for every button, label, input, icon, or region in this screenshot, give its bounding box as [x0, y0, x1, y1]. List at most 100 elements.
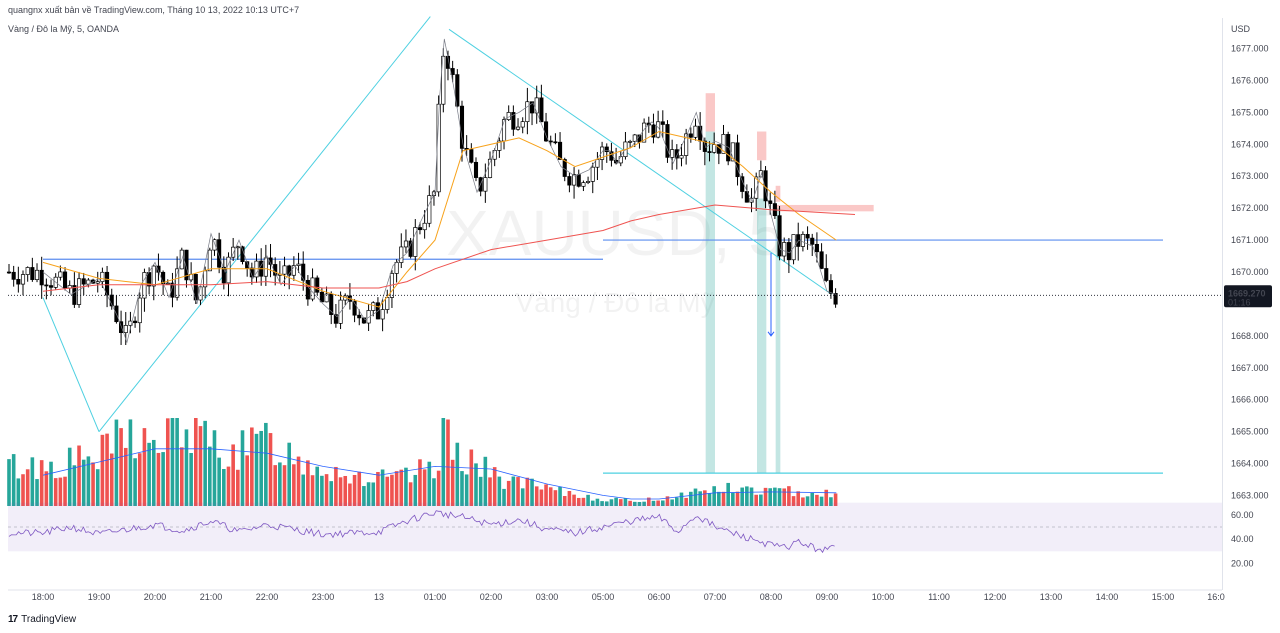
volume-bar — [600, 501, 604, 506]
candle-body — [184, 249, 189, 281]
candle-body — [128, 320, 133, 326]
candle-body — [16, 279, 21, 285]
volume-bar — [441, 418, 446, 506]
volume-bar — [572, 494, 576, 506]
time-tick-label: 13 — [374, 592, 384, 602]
volume-bar — [259, 430, 263, 506]
candle-body — [156, 265, 161, 273]
volume-bar — [801, 497, 805, 506]
candle-body — [679, 155, 684, 159]
volume-bar — [511, 476, 516, 506]
volume-bar — [455, 442, 460, 506]
candle-body — [628, 140, 633, 143]
volume-bar — [254, 433, 259, 506]
volume-bar — [488, 477, 492, 506]
price-tick-label: 1677.000 — [1231, 44, 1269, 54]
volume-bar — [25, 469, 30, 506]
volume-bar — [245, 455, 249, 506]
volume-bar — [637, 501, 642, 506]
last-price-label-bg — [1224, 285, 1272, 308]
volume-bar — [632, 501, 637, 506]
candle-body — [455, 74, 460, 107]
volume-bar — [581, 497, 586, 506]
volume-bar — [460, 471, 464, 506]
candle-body — [511, 112, 516, 130]
candle-body — [586, 181, 591, 183]
volume-bar — [464, 474, 469, 506]
candle-body — [758, 170, 763, 178]
candle-body — [754, 176, 759, 199]
candle-body — [805, 234, 810, 239]
candle-body — [824, 268, 829, 281]
volume-bar — [137, 453, 142, 506]
candle-body — [324, 293, 329, 303]
volume-bar — [394, 471, 399, 506]
candle-body — [105, 271, 110, 296]
volume-bar — [208, 446, 212, 506]
volume-bar — [58, 477, 63, 506]
volume-bar — [315, 466, 320, 506]
candle-body — [403, 240, 409, 248]
candle-body — [688, 133, 693, 138]
volume-bar — [745, 486, 749, 506]
volume-bar — [189, 453, 193, 506]
candle-body — [315, 277, 320, 293]
candle-body — [702, 140, 707, 152]
volume-bar — [366, 482, 371, 506]
candle-body — [231, 246, 236, 258]
time-tick-label: 15:00 — [1152, 592, 1175, 602]
supply-zone — [775, 204, 874, 212]
candle-body — [525, 101, 530, 123]
volume-bar — [656, 500, 660, 506]
time-tick-label: 02:00 — [480, 592, 503, 602]
volume-bar — [819, 496, 824, 506]
time-tick-label: 19:00 — [88, 592, 111, 602]
candle-body — [473, 161, 479, 178]
volume-bar — [665, 496, 670, 506]
volume-bar — [175, 418, 179, 506]
volume-bar — [558, 486, 562, 506]
footer-brand[interactable]: TradingView — [21, 614, 77, 625]
volume-bar — [693, 488, 698, 506]
volume-bar — [399, 469, 404, 506]
demand-zone — [705, 131, 715, 474]
volume-bar — [268, 433, 273, 506]
volume-bar — [670, 499, 674, 506]
volume-bar — [49, 461, 53, 506]
volume-bar — [595, 498, 600, 506]
rsi-tick-label: 40.00 — [1231, 534, 1254, 544]
time-tick-label: 10:00 — [872, 592, 895, 602]
watermark-symbol: XAUUSD, 5 — [446, 197, 784, 269]
price-tick-label: 1665.000 — [1231, 427, 1269, 437]
candle-body — [427, 195, 432, 224]
volume-bar — [833, 493, 838, 506]
candle-body — [777, 215, 782, 257]
volume-bar — [165, 418, 170, 506]
volume-bar — [67, 447, 72, 506]
candle-body — [501, 119, 507, 142]
candle-body — [58, 271, 63, 278]
candle-body — [698, 125, 703, 142]
candle-body — [520, 121, 525, 128]
volume-bar — [661, 500, 665, 506]
candle-body — [62, 271, 68, 289]
time-tick-label: 21:00 — [200, 592, 223, 602]
candle-body — [828, 280, 833, 294]
volume-bar — [567, 490, 572, 506]
volume-bar — [147, 442, 151, 506]
time-tick-label: 05:00 — [592, 592, 615, 602]
candle-body — [175, 268, 180, 298]
time-tick-label: 07:00 — [704, 592, 727, 602]
candle-body — [534, 97, 539, 114]
candle-body — [81, 278, 86, 285]
volume-bar — [16, 478, 21, 506]
last-price-countdown: 01:16 — [1228, 297, 1251, 307]
price-tick-label: 1676.000 — [1231, 75, 1269, 85]
volume-bar — [749, 487, 754, 506]
volume-bar — [418, 459, 422, 506]
candle-body — [305, 279, 310, 300]
trendline — [42, 297, 100, 432]
time-tick-label: 22:00 — [256, 592, 279, 602]
candle-body — [558, 141, 563, 160]
